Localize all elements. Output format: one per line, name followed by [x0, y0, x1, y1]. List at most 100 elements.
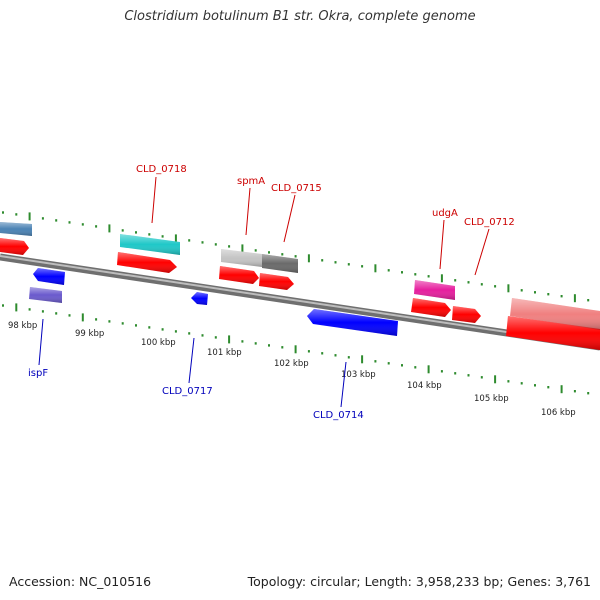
minor-tick	[361, 265, 364, 268]
minor-tick	[201, 241, 204, 244]
minor-tick	[228, 245, 231, 248]
minor-tick	[268, 344, 270, 347]
minor-tick	[95, 318, 98, 321]
major-tick	[427, 365, 430, 374]
ruler-label-104kbp: 104 kbp	[407, 381, 442, 391]
minor-tick	[560, 295, 563, 298]
major-tick	[15, 303, 18, 312]
page-title: Clostridium botulinum B1 str. Okra, comp…	[124, 9, 476, 24]
minor-tick	[121, 322, 124, 325]
minor-tick	[55, 312, 58, 315]
minor-tick	[174, 330, 177, 333]
minor-tick	[15, 213, 18, 216]
minor-tick	[427, 275, 430, 278]
minor-tick	[201, 334, 204, 337]
major-tick	[294, 345, 297, 354]
major-tick	[494, 375, 497, 384]
genome-backbone	[0, 253, 600, 351]
major-tick	[440, 274, 443, 283]
topology-label: Topology: circular; Length: 3,958,233 bp…	[247, 574, 591, 589]
ruler-label-99kbp: 99 kbp	[75, 329, 104, 339]
inner-tick-row	[2, 303, 590, 395]
ruler-label-98kbp: 98 kbp	[8, 321, 37, 331]
ruler-label-102kbp: 102 kbp	[274, 359, 309, 369]
minor-tick	[214, 336, 217, 339]
minor-tick	[467, 374, 470, 377]
minor-tick	[480, 376, 483, 379]
minor-tick	[401, 364, 403, 367]
minor-tick	[108, 320, 111, 323]
major-tick	[241, 244, 244, 253]
minor-tick	[547, 386, 550, 389]
gene-label-cld-0717[interactable]: CLD_0717	[162, 386, 213, 397]
minor-tick	[135, 231, 137, 234]
minor-tick	[454, 372, 457, 375]
minor-tick	[374, 360, 377, 363]
minor-tick	[41, 310, 44, 313]
major-tick	[81, 313, 84, 322]
minor-tick	[188, 332, 191, 335]
minor-tick	[573, 390, 576, 393]
forward-gene-labels: CLD_0718 spmA CLD_0715 udgA CLD_0712	[136, 164, 515, 228]
major-tick	[228, 335, 231, 344]
minor-tick	[214, 243, 217, 246]
minor-tick	[254, 249, 257, 252]
cog-blocks-forward	[0, 222, 600, 330]
minor-tick	[387, 269, 390, 272]
minor-tick	[294, 255, 297, 258]
gene-label-spma[interactable]: spmA	[237, 176, 265, 187]
minor-tick	[28, 308, 31, 311]
minor-tick	[268, 251, 270, 254]
minor-tick	[587, 299, 590, 302]
minor-tick	[121, 229, 124, 232]
ruler-label-103kbp: 103 kbp	[341, 370, 376, 380]
major-tick	[573, 294, 576, 303]
ruler-label-106kbp: 106 kbp	[541, 408, 576, 418]
major-tick	[560, 385, 563, 394]
major-tick	[174, 234, 177, 243]
minor-tick	[41, 217, 44, 220]
gene-label-cld-0712[interactable]: CLD_0712	[464, 217, 515, 228]
gene-label-cld-0714[interactable]: CLD_0714	[313, 410, 364, 421]
ruler-labels: 98 kbp 99 kbp 100 kbp 101 kbp 102 kbp 10…	[8, 321, 576, 418]
reverse-label-leaders	[38, 318, 347, 408]
minor-tick	[547, 293, 550, 296]
minor-tick	[161, 235, 164, 238]
reverse-gene-labels: ispF CLD_0717 CLD_0714	[28, 368, 364, 421]
minor-tick	[281, 253, 284, 256]
minor-tick	[454, 279, 457, 282]
ruler-label-101kbp: 101 kbp	[207, 348, 242, 358]
minor-tick	[55, 219, 58, 222]
minor-tick	[81, 223, 84, 226]
minor-tick	[281, 346, 284, 349]
ruler-label-105kbp: 105 kbp	[474, 394, 509, 404]
minor-tick	[135, 324, 137, 327]
minor-tick	[334, 261, 337, 264]
gene-label-ispf[interactable]: ispF	[28, 368, 48, 379]
gene-label-cld-0715[interactable]: CLD_0715	[271, 183, 322, 194]
major-tick	[307, 254, 310, 263]
major-tick	[507, 284, 510, 293]
gene-label-cld-0718[interactable]: CLD_0718	[136, 164, 187, 175]
minor-tick	[414, 366, 417, 369]
major-tick	[361, 355, 364, 364]
minor-tick	[148, 233, 151, 236]
minor-tick	[148, 326, 151, 329]
minor-tick	[321, 259, 324, 262]
minor-tick	[507, 380, 510, 383]
minor-tick	[494, 285, 497, 288]
minor-tick	[347, 356, 350, 359]
major-tick	[374, 264, 377, 273]
minor-tick	[440, 370, 443, 373]
minor-tick	[68, 221, 71, 224]
gene-label-udga[interactable]: udgA	[432, 208, 458, 219]
ruler-label-100kbp: 100 kbp	[141, 338, 176, 348]
minor-tick	[321, 352, 324, 355]
minor-tick	[347, 263, 350, 266]
major-tick	[28, 212, 31, 221]
minor-tick	[241, 340, 244, 343]
minor-tick	[401, 271, 403, 274]
forward-label-leaders	[151, 176, 490, 276]
minor-tick	[414, 273, 417, 276]
outer-tick-row	[2, 211, 590, 303]
